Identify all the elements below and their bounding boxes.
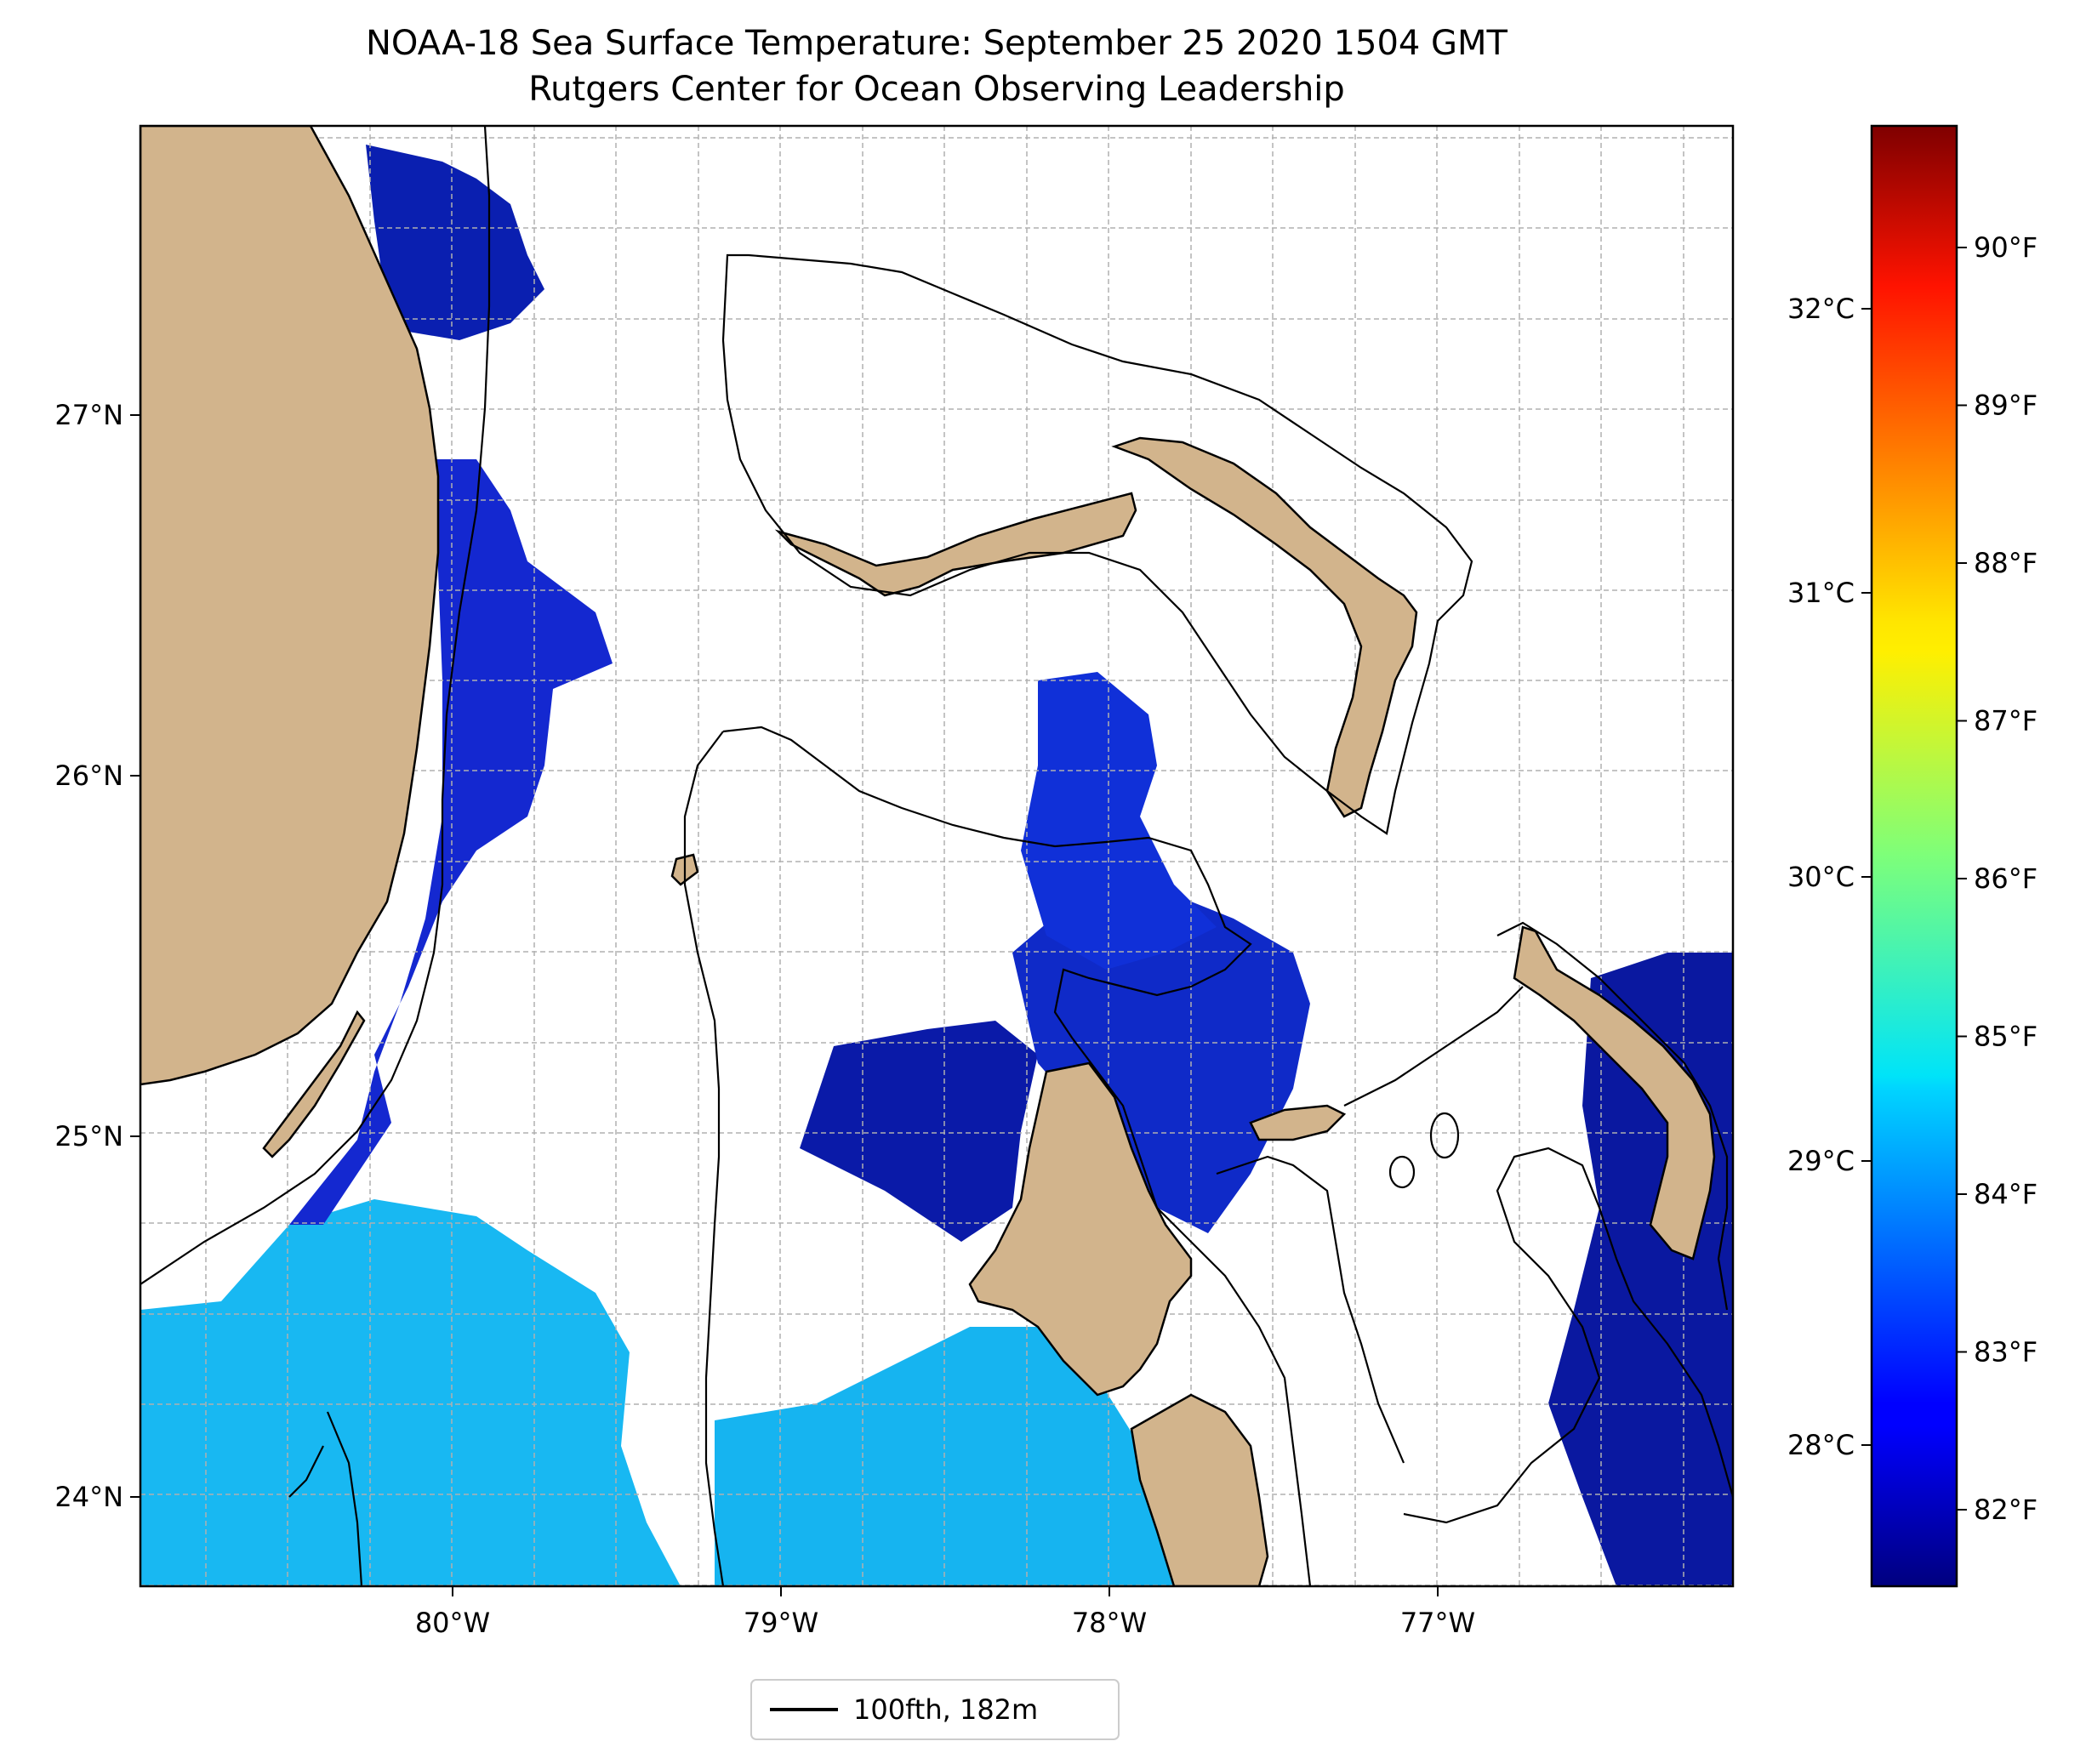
- lon-tick-label: 80°W: [415, 1607, 490, 1639]
- fahrenheit-tick-label: 87°F: [1974, 705, 2038, 737]
- colorbar: 28°C 29°C 30°C 31°C 32°C 82°F 83°F 84°F 85°F 86°…: [1787, 124, 2038, 1588]
- land-new-providence: [1249, 1104, 1347, 1141]
- land-andros-south: [1130, 1393, 1269, 1586]
- sst-patch-florida-coast: [289, 459, 613, 1225]
- lon-tick-label: 79°W: [744, 1607, 818, 1639]
- lat-tick-label: 27°N: [54, 399, 123, 431]
- land-abaco: [1111, 436, 1418, 818]
- sst-patch-tongue: [1012, 885, 1310, 1233]
- fahrenheit-tick-label: 84°F: [1974, 1178, 2038, 1210]
- colorbar-gradient: [1870, 124, 1958, 1588]
- map-title-line2: Rutgers Center for Ocean Observing Leade…: [528, 70, 1345, 109]
- fahrenheit-tick-label: 83°F: [1974, 1336, 2038, 1369]
- fahrenheit-tick-label: 89°F: [1974, 390, 2038, 422]
- fahrenheit-tick-label: 88°F: [1974, 547, 2038, 579]
- land-florida: [140, 126, 440, 1086]
- land-florida-keys: [262, 1010, 366, 1158]
- sst-patch-south-west: [140, 1199, 681, 1586]
- celsius-tick-label: 28°C: [1787, 1429, 1855, 1461]
- legend-box: [750, 1679, 1120, 1740]
- fahrenheit-tick-label: 90°F: [1974, 231, 2038, 264]
- lat-tick-label: 24°N: [54, 1481, 123, 1513]
- fahrenheit-tick-label: 82°F: [1974, 1494, 2038, 1526]
- sst-patch-south-central: [715, 1327, 1200, 1586]
- isobath-100fth: [140, 126, 1733, 1586]
- land-layer: [140, 126, 1716, 1586]
- lon-tick-label: 77°W: [1400, 1607, 1475, 1639]
- map-title-line1: NOAA-18 Sea Surface Temperature: Septemb…: [366, 24, 1508, 63]
- land-eleuthera: [1513, 925, 1716, 1260]
- colorbar-fahrenheit-axis: 82°F 83°F 84°F 85°F 86°F 87°F 88°F 89°F 90°F: [1957, 231, 2038, 1526]
- sst-patch-cay-sal-dark: [800, 1021, 1038, 1242]
- map-panel: [140, 126, 1733, 1586]
- latitude-axis: 27°N 26°N 25°N 24°N: [54, 399, 140, 1513]
- colorbar-celsius-axis: 28°C 29°C 30°C 31°C 32°C: [1787, 293, 1872, 1461]
- fahrenheit-tick-label: 85°F: [1974, 1021, 2038, 1053]
- lat-tick-label: 25°N: [54, 1120, 123, 1152]
- sst-patch-north-channel: [1021, 672, 1217, 970]
- lat-tick-label: 26°N: [54, 760, 123, 792]
- celsius-tick-label: 31°C: [1787, 577, 1855, 609]
- map-frame: [139, 124, 1735, 1588]
- land-grand-bahama: [774, 492, 1137, 597]
- celsius-tick-label: 29°C: [1787, 1145, 1855, 1177]
- longitude-axis: 80°W 79°W 78°W 77°W: [415, 1586, 1475, 1639]
- land-andros: [968, 1061, 1193, 1397]
- lon-tick-label: 78°W: [1072, 1607, 1147, 1639]
- celsius-tick-label: 30°C: [1787, 861, 1855, 893]
- legend-isobath-label: 100fth, 182m: [853, 1693, 1038, 1726]
- fahrenheit-tick-label: 86°F: [1974, 862, 2038, 895]
- legend: 100fth, 182m: [750, 1679, 1120, 1740]
- sst-patch-north-florida: [366, 145, 544, 340]
- celsius-tick-label: 32°C: [1787, 293, 1855, 325]
